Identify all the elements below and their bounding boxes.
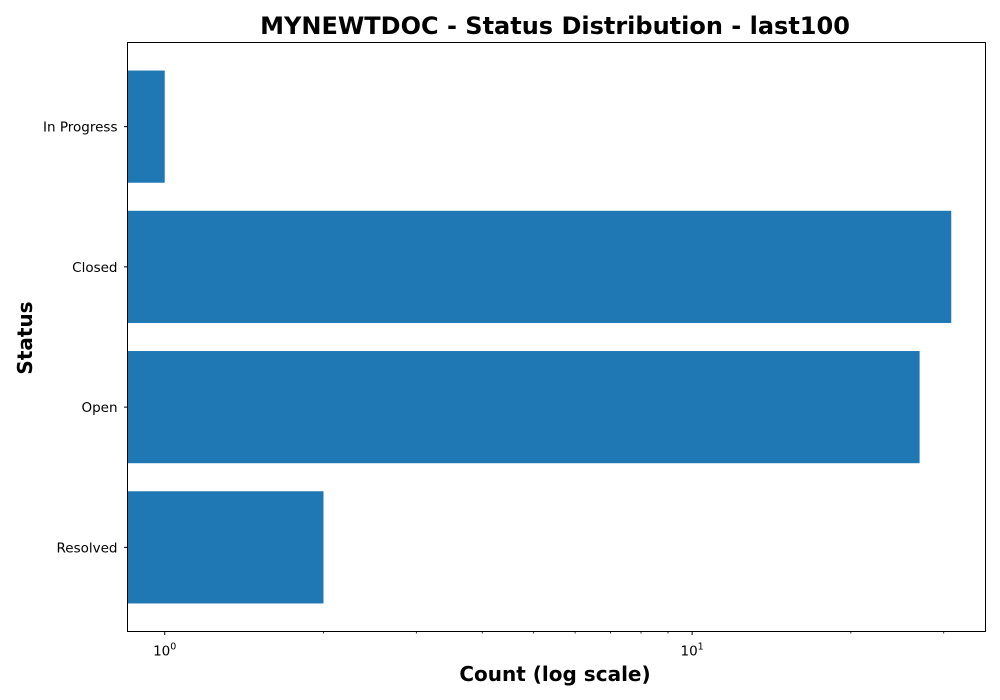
bar-closed (127, 210, 952, 323)
y-axis-ticks: In Progress Closed Open Resolved (43, 120, 128, 556)
y-tick-label-in-progress: In Progress (43, 120, 117, 136)
y-tick-label-resolved: Resolved (57, 540, 118, 556)
x-tick-label: 101 (680, 642, 703, 660)
bar-open (127, 351, 920, 464)
x-axis-label: Count (log scale) (459, 662, 650, 686)
plot-frame (127, 42, 986, 632)
bar-resolved (127, 491, 324, 604)
bars-group (127, 70, 952, 604)
y-axis-label: Status (13, 301, 37, 374)
y-tick-label-open: Open (81, 400, 117, 416)
x-axis-ticks: 100 101 (153, 631, 945, 660)
y-tick-label-closed: Closed (72, 260, 117, 276)
chart-title: MYNEWTDOC - Status Distribution - last10… (260, 12, 850, 40)
bar-in-progress (127, 70, 165, 183)
x-tick-label: 100 (153, 642, 176, 660)
